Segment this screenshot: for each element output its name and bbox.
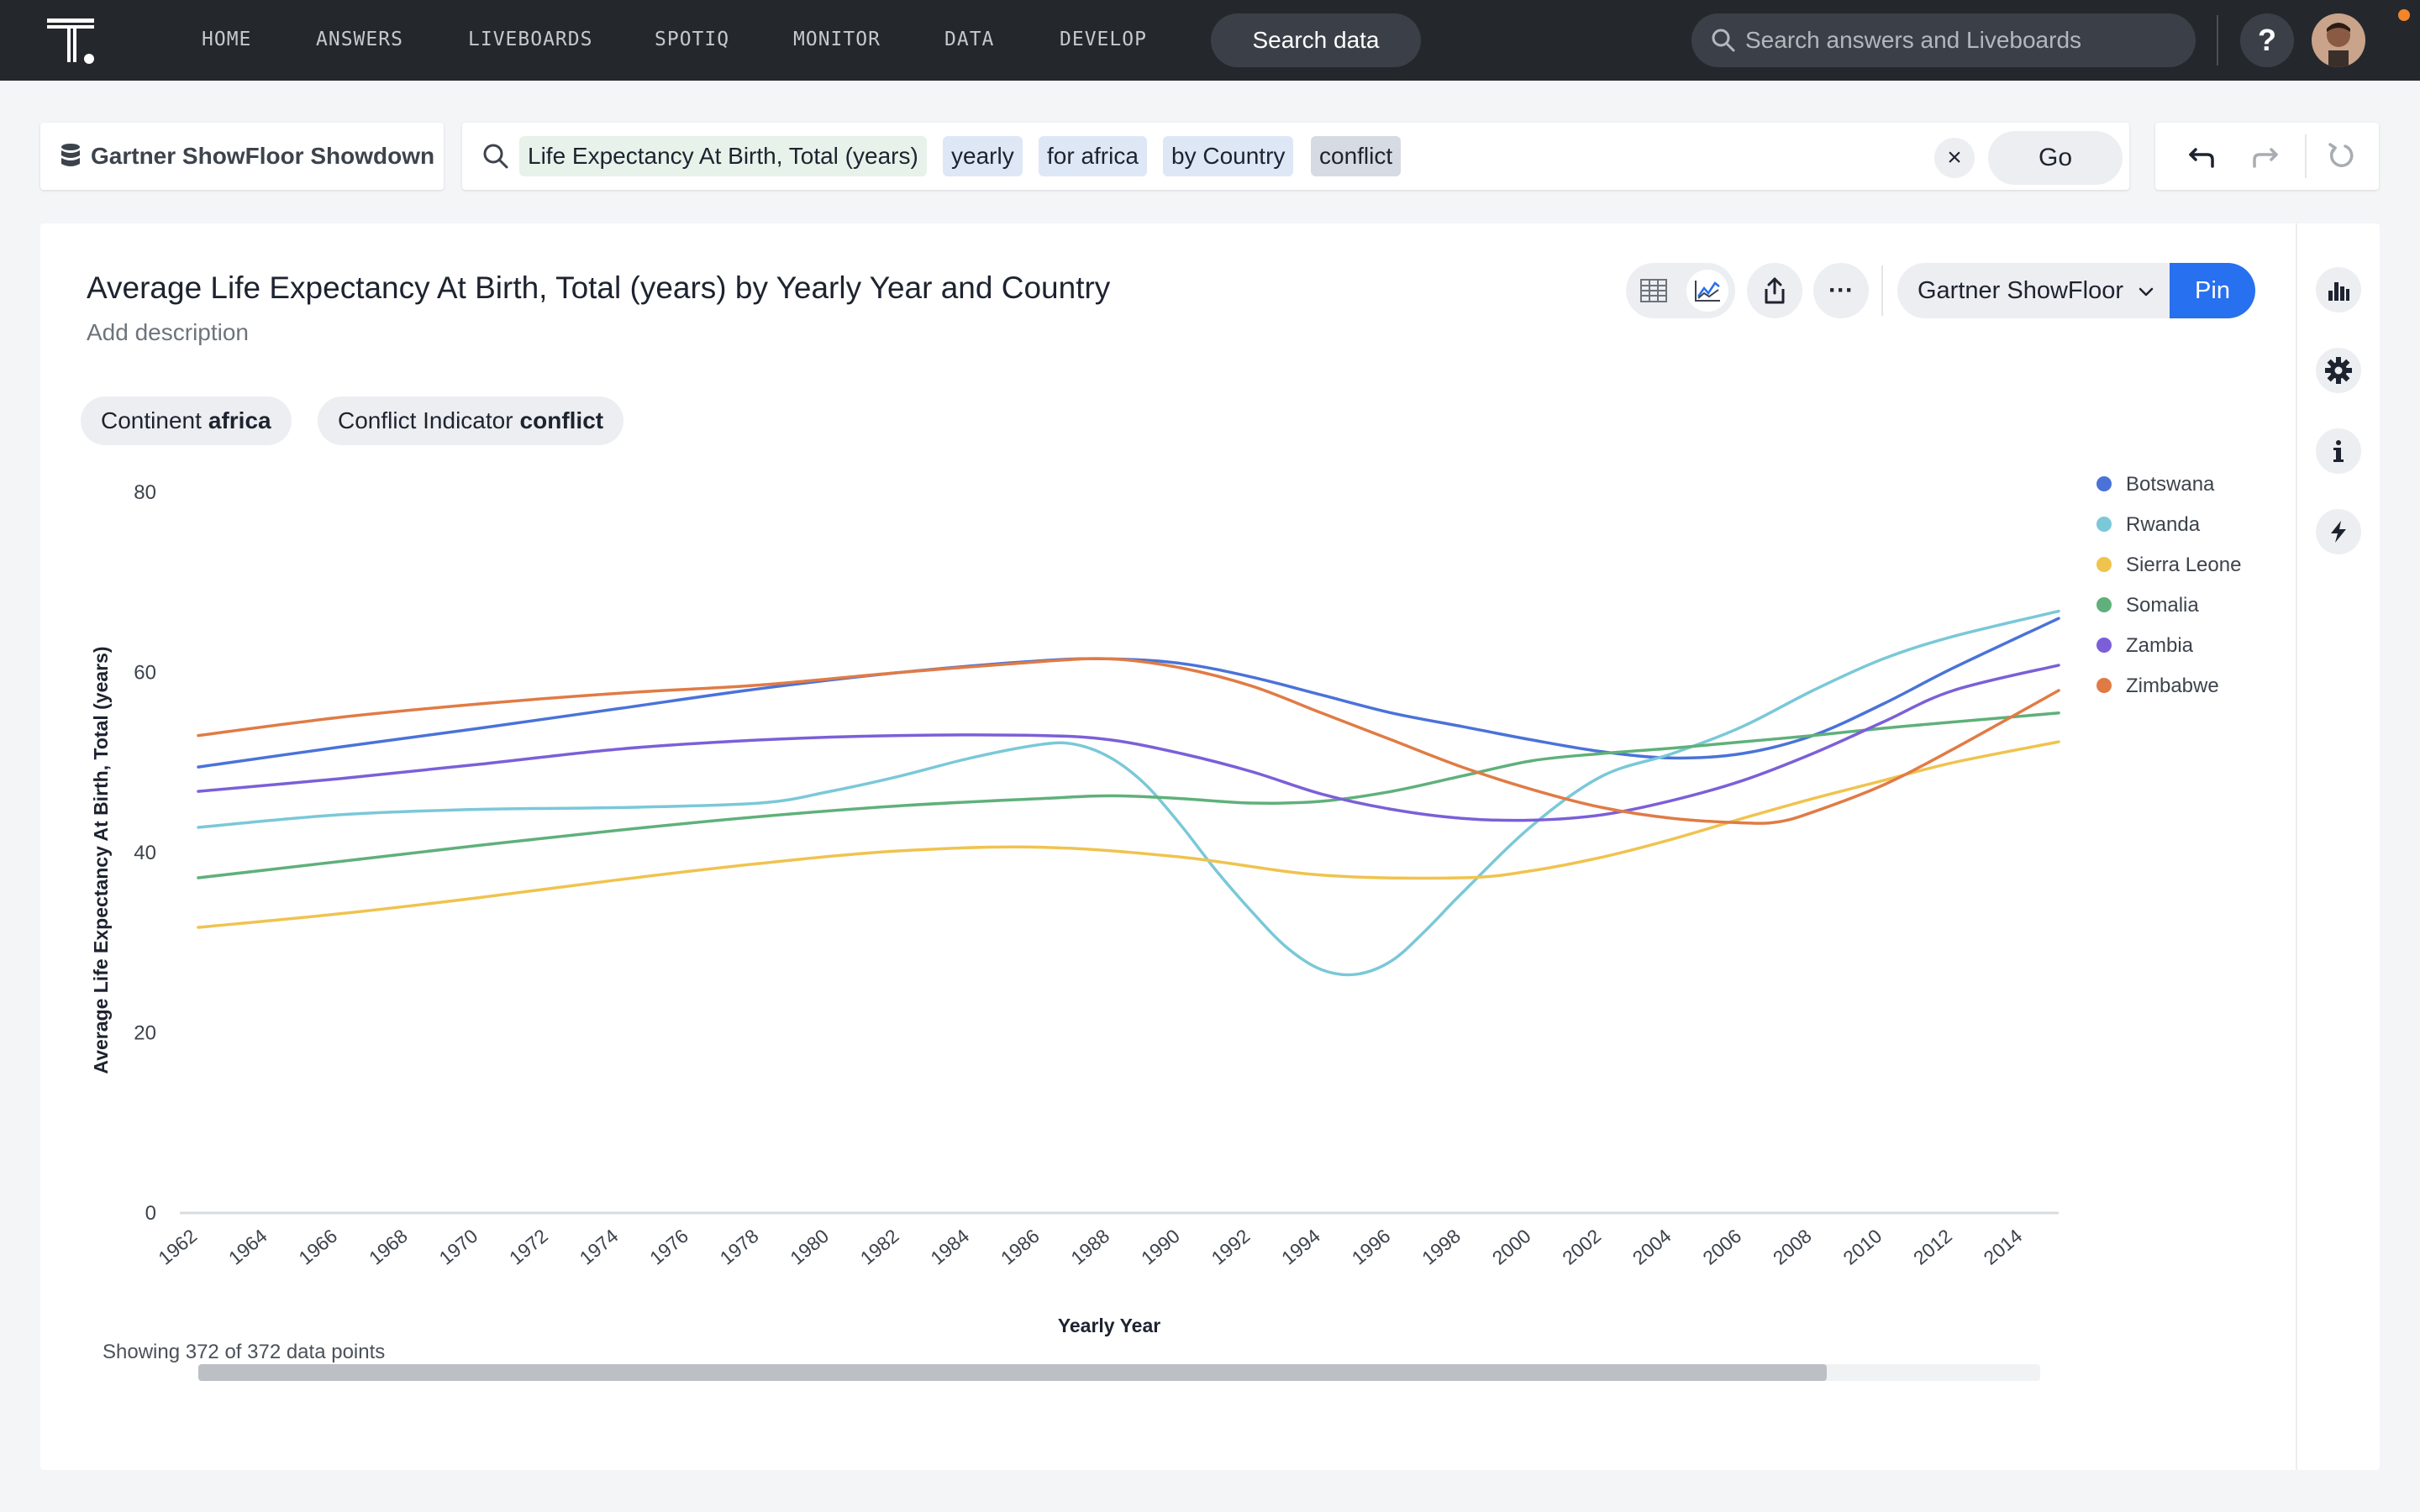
- data-count-label: Showing 372 of 372 data points: [103, 1341, 386, 1363]
- legend-swatch[interactable]: [2096, 517, 2112, 532]
- legend-swatch[interactable]: [2096, 597, 2112, 612]
- x-axis-label: Yearly Year: [1058, 1315, 1160, 1336]
- series-line-zimbabwe[interactable]: [197, 657, 2060, 825]
- legend-label[interactable]: Rwanda: [2126, 513, 2201, 536]
- more-options-button[interactable]: ···: [1813, 263, 1869, 318]
- header-divider: [1881, 265, 1883, 316]
- legend-label[interactable]: Somalia: [2126, 594, 2199, 617]
- legend-swatch[interactable]: [2096, 557, 2112, 572]
- legend-label[interactable]: Zimbabwe: [2126, 675, 2219, 697]
- liveboard-select-value: Gartner ShowFloor: [1918, 276, 2123, 304]
- spotiq-insights-button[interactable]: [2316, 509, 2361, 554]
- nav-data[interactable]: DATA: [944, 29, 995, 50]
- search-icon: [483, 144, 508, 169]
- filter-chip-name: Conflict Indicator: [338, 407, 513, 433]
- series-line-sierra-leone[interactable]: [197, 740, 2060, 929]
- chart-scroll-thumb[interactable]: [198, 1364, 1827, 1381]
- y-tick-label: 60: [134, 662, 156, 685]
- go-button[interactable]: Go: [1988, 131, 2123, 185]
- nav-spotiq[interactable]: SPOTIQ: [655, 29, 730, 50]
- nav-home[interactable]: HOME: [202, 29, 252, 50]
- legend-swatch[interactable]: [2096, 678, 2112, 693]
- legend-label[interactable]: Botswana: [2126, 473, 2215, 496]
- undo-icon[interactable]: [2187, 139, 2221, 173]
- share-button[interactable]: [1747, 263, 1802, 318]
- table-view-button[interactable]: [1633, 270, 1675, 312]
- viz-type-toggle: [1626, 263, 1735, 318]
- history-divider: [2305, 134, 2307, 178]
- y-axis: 0 20 40 60 80: [134, 481, 156, 1225]
- legend-label[interactable]: Zambia: [2126, 634, 2194, 657]
- nav-liveboards[interactable]: LIVEBOARDS: [468, 29, 593, 50]
- legend-swatch[interactable]: [2096, 476, 2112, 491]
- clear-search-button[interactable]: ×: [1934, 138, 1975, 178]
- legend-label[interactable]: Sierra Leone: [2126, 554, 2241, 576]
- search-token[interactable]: for africa: [1039, 136, 1147, 176]
- search-token[interactable]: yearly: [943, 136, 1023, 176]
- y-tick-label: 80: [134, 481, 156, 504]
- series-line-somalia[interactable]: [197, 711, 2060, 879]
- y-tick-label: 0: [145, 1202, 156, 1225]
- avatar[interactable]: [2312, 13, 2365, 67]
- gear-icon: [2325, 357, 2352, 384]
- info-icon: [2333, 440, 2344, 462]
- chart-config-button[interactable]: [2316, 267, 2361, 312]
- nav-monitor[interactable]: MONITOR: [793, 29, 881, 50]
- data-source-name: Gartner ShowFloor Showdown: [91, 143, 435, 169]
- search-icon: [1712, 29, 1735, 52]
- add-description[interactable]: Add description: [87, 319, 250, 345]
- global-search-placeholder: Search answers and Liveboards: [1745, 27, 2082, 53]
- y-tick-label: 20: [134, 1022, 156, 1045]
- share-icon: [1765, 277, 1785, 304]
- filter-chip-conflict-indicator[interactable]: Conflict Indicator conflict: [318, 396, 624, 445]
- line-chart-icon: [1695, 281, 1720, 302]
- search-token[interactable]: conflict: [1311, 136, 1402, 176]
- answer-title[interactable]: Average Life Expectancy At Birth, Total …: [87, 270, 1111, 305]
- series-line-rwanda[interactable]: [197, 609, 2060, 977]
- search-data-button[interactable]: Search data: [1211, 13, 1421, 67]
- legend-swatch[interactable]: [2096, 638, 2112, 653]
- database-icon: [61, 144, 80, 166]
- data-source-selector[interactable]: Gartner ShowFloor Showdown: [40, 123, 444, 190]
- filter-chip-value: africa: [208, 407, 271, 433]
- history-controls: [2155, 123, 2379, 190]
- nav-develop[interactable]: DEVELOP: [1060, 29, 1147, 50]
- search-query-bar[interactable]: Life Expectancy At Birth, Total (years) …: [462, 123, 2129, 190]
- nav-answers[interactable]: ANSWERS: [316, 29, 403, 50]
- reset-icon[interactable]: [2325, 139, 2359, 173]
- nav-divider: [2217, 15, 2218, 66]
- pin-button[interactable]: Pin: [2170, 263, 2255, 318]
- liveboard-select[interactable]: Gartner ShowFloor: [1897, 263, 2170, 318]
- settings-button[interactable]: [2316, 348, 2361, 393]
- series-line-zambia[interactable]: [197, 664, 2060, 822]
- legend: Botswana Rwanda Sierra Leone Somalia Zambia Z…: [2096, 473, 2241, 697]
- filter-chip-name: Continent: [101, 407, 202, 433]
- table-icon: [1640, 279, 1667, 302]
- right-side-panel: [2296, 223, 2380, 1470]
- filter-chip-value: conflict: [519, 407, 604, 433]
- series-lines: [197, 609, 2060, 977]
- series-line-botswana[interactable]: [197, 617, 2060, 769]
- chevron-down-icon: [2139, 287, 2154, 297]
- y-tick-label: 40: [134, 842, 156, 864]
- filter-chip-continent[interactable]: Continent africa: [81, 396, 292, 445]
- lightning-icon: [2331, 521, 2346, 543]
- help-button[interactable]: ?: [2240, 13, 2294, 67]
- chart-view-button[interactable]: [1686, 270, 1728, 312]
- logo-icon[interactable]: [47, 15, 99, 67]
- info-button[interactable]: [2316, 428, 2361, 474]
- y-axis-label: Average Life Expectancy At Birth, Total …: [90, 646, 112, 1074]
- search-token[interactable]: by Country: [1163, 136, 1294, 176]
- bar-chart-icon: [2328, 282, 2349, 301]
- search-token[interactable]: Life Expectancy At Birth, Total (years): [519, 136, 927, 176]
- global-search-input[interactable]: Search answers and Liveboards: [1691, 13, 2196, 67]
- top-nav: HOME ANSWERS LIVEBOARDS SPOTIQ MONITOR D…: [0, 0, 2420, 81]
- redo-icon[interactable]: [2246, 139, 2280, 173]
- notification-dot: [2398, 9, 2410, 21]
